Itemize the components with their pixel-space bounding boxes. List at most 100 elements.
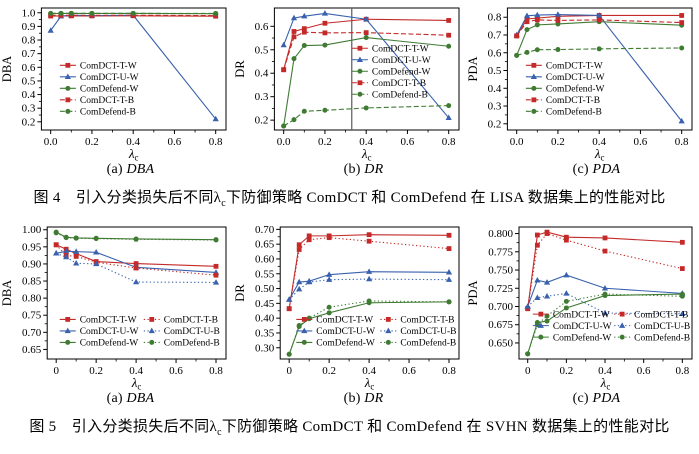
- x-tick-label: 0.4: [362, 365, 376, 377]
- y-axis-label: DBA: [0, 56, 14, 82]
- legend-marker-ComDefend-B: [619, 334, 625, 340]
- x-tick-label: 0.8: [442, 136, 456, 148]
- series-marker-ComDCT-U-B: [73, 259, 80, 266]
- legend-label-ComDCT-T-W: ComDCT-T-W: [80, 316, 137, 326]
- legend-marker-ComDCT-U-B: [385, 327, 392, 334]
- series-marker-ComDCT-U-B: [326, 276, 333, 282]
- y-tick-label: 0.4: [22, 89, 36, 101]
- y-tick-label: 0.85: [22, 276, 42, 288]
- legend-marker-ComDefend-W: [538, 334, 544, 340]
- legend-label-ComDefend-B: ComDefend-B: [164, 338, 220, 349]
- series-marker-ComDCT-U-W: [93, 249, 100, 255]
- series-marker-ComDefend-W: [322, 42, 328, 48]
- y-tick-label: 0.80: [22, 293, 42, 305]
- y-tick-label: 0.775: [488, 246, 513, 258]
- y-axis-label: DR: [233, 60, 247, 78]
- x-tick-label: 0.4: [359, 136, 373, 148]
- series-marker-ComDCT-T-B: [514, 33, 520, 39]
- series-marker-ComDefend-B: [446, 103, 452, 109]
- x-tick-label: 0.2: [559, 365, 573, 377]
- y-tick-label: 0.2: [488, 118, 502, 130]
- chart-fig5c-plot: 0.650 0.675 0.700 0.725 0.750 0.775 0.800 0 0.2 0…: [466, 226, 693, 391]
- axis-frame: [273, 7, 460, 131]
- series-line-ComDefend-W: [527, 293, 683, 355]
- sub-caption-metric: DBA: [126, 391, 155, 406]
- y-tick-label: 0.55: [255, 268, 275, 280]
- series-marker-ComDCT-T-B: [446, 246, 452, 252]
- series-marker-ComDCT-U-W: [63, 247, 70, 254]
- y-tick-label: 0.725: [488, 283, 513, 295]
- series-marker-ComDefend-B: [544, 313, 550, 319]
- sub-caption-metric: DR: [364, 162, 384, 177]
- series-marker-ComDCT-T-B: [679, 266, 685, 271]
- series-marker-ComDCT-T-B: [555, 18, 561, 23]
- legend-label-ComDefend-B: ComDefend-B: [634, 332, 690, 343]
- series-marker-ComDefend-B: [366, 298, 372, 304]
- legend-marker-ComDCT-U-B: [619, 322, 626, 328]
- y-tick-label: 0.700: [488, 301, 513, 313]
- x-tick-label: 0.0: [44, 136, 58, 148]
- figure-5-caption-suffix: 下防御策略 ComDCT 和 ComDefend 在 SVHN 数据集上的性能对…: [221, 419, 670, 435]
- legend-label-ComDefend-B: ComDefend-B: [372, 90, 428, 101]
- x-tick-label: 0.8: [209, 365, 223, 377]
- series-line-ComDCT-U-W: [283, 12, 450, 119]
- x-tick-label: 0.2: [85, 136, 99, 148]
- sub-caption-metric: DBA: [126, 162, 155, 177]
- legend-marker-ComDCT-U-W: [64, 73, 71, 80]
- series-marker-ComDCT-U-W: [554, 11, 562, 17]
- legend-label-ComDCT-U-B: ComDCT-U-B: [164, 327, 220, 337]
- series-marker-ComDCT-U-B: [366, 275, 373, 282]
- series-marker-ComDCT-T-B: [534, 17, 540, 23]
- legend-label-ComDCT-U-W: ComDCT-U-W: [553, 322, 612, 332]
- figure-4-caption-subscript: c: [221, 198, 226, 209]
- legend-label-ComDCT-U-W: ComDCT-U-W: [80, 73, 139, 83]
- sub-caption-prefix: (a): [106, 391, 127, 406]
- series-marker-ComDCT-T-B: [366, 238, 372, 244]
- x-tick-label: 0.0: [277, 136, 291, 148]
- series-marker-ComDCT-U-B: [445, 276, 453, 282]
- legend-label-ComDCT-U-B: ComDCT-U-B: [634, 322, 690, 332]
- series-marker-ComDCT-T-B: [544, 231, 550, 236]
- series-marker-ComDCT-T-W: [213, 263, 219, 269]
- series-marker-ComDCT-U-W: [290, 14, 298, 21]
- series-marker-ComDCT-T-W: [446, 232, 452, 238]
- x-axis-label: λc: [361, 146, 372, 162]
- legend-label-ComDefend-W: ComDefend-W: [80, 338, 139, 349]
- figure-5: 0.65 0.70 0.75 0.80 0.85 0.90 0.95 1.00 0 0.2 0.4 0…: [0, 219, 699, 448]
- chart-fig5c-pda-svhn: 0.650 0.675 0.700 0.725 0.750 0.775 0.800 0 0.2 0…: [466, 221, 699, 409]
- series-marker-ComDCT-T-W: [301, 26, 307, 32]
- legend-marker-ComDefend-B: [385, 339, 391, 345]
- series-marker-ComDCT-U-W: [301, 12, 308, 19]
- y-axis-label: DBA: [0, 280, 14, 306]
- x-axis-label: λc: [364, 375, 375, 391]
- legend-marker-ComDefend-W: [357, 68, 363, 74]
- legend-marker-ComDCT-T-W: [301, 317, 307, 322]
- x-tick-label: 0.8: [442, 365, 456, 377]
- sub-caption-prefix: (c): [572, 391, 593, 406]
- series-marker-ComDCT-T-B: [446, 32, 452, 38]
- sub-caption-prefix: (b): [343, 162, 365, 177]
- series-marker-ComDCT-U-B: [524, 303, 531, 309]
- y-tick-label: 0.8: [488, 12, 502, 24]
- chart-fig5b-dr-svhn: 0.30 0.35 0.40 0.45 0.50 0.55 0.60 0.65 0.70 0 0.2…: [233, 221, 466, 409]
- y-tick-label: 0.70: [255, 224, 275, 236]
- series-marker-ComDefend-W: [363, 35, 369, 41]
- legend-label-ComDCT-T-W: ComDCT-T-W: [546, 62, 603, 72]
- series-marker-ComDefend-W: [446, 43, 452, 49]
- series-line-ComDCT-U-W: [527, 274, 683, 307]
- sub-caption-metric: DR: [364, 391, 384, 406]
- legend-label-ComDCT-T-W: ComDCT-T-W: [372, 45, 429, 55]
- legend-label-ComDCT-T-B: ComDCT-T-B: [80, 96, 134, 106]
- x-tick-label: 0.6: [402, 365, 416, 377]
- series-marker-ComDCT-U-W: [596, 12, 603, 18]
- x-tick-label: 0.4: [592, 136, 606, 148]
- series-marker-ComDCT-U-B: [601, 309, 609, 316]
- legend-marker-ComDCT-T-B: [357, 80, 363, 86]
- legend-label-ComDCT-U-W: ComDCT-U-W: [316, 327, 375, 337]
- series-marker-ComDCT-T-B: [291, 34, 297, 40]
- series-marker-ComDCT-T-B: [213, 272, 219, 278]
- legend-marker-ComDCT-U-W: [537, 322, 544, 328]
- series-marker-ComDefend-B: [53, 230, 59, 236]
- series-marker-ComDefend-B: [89, 10, 95, 16]
- chart-fig4c-sub-caption: (c) PDA: [466, 162, 699, 180]
